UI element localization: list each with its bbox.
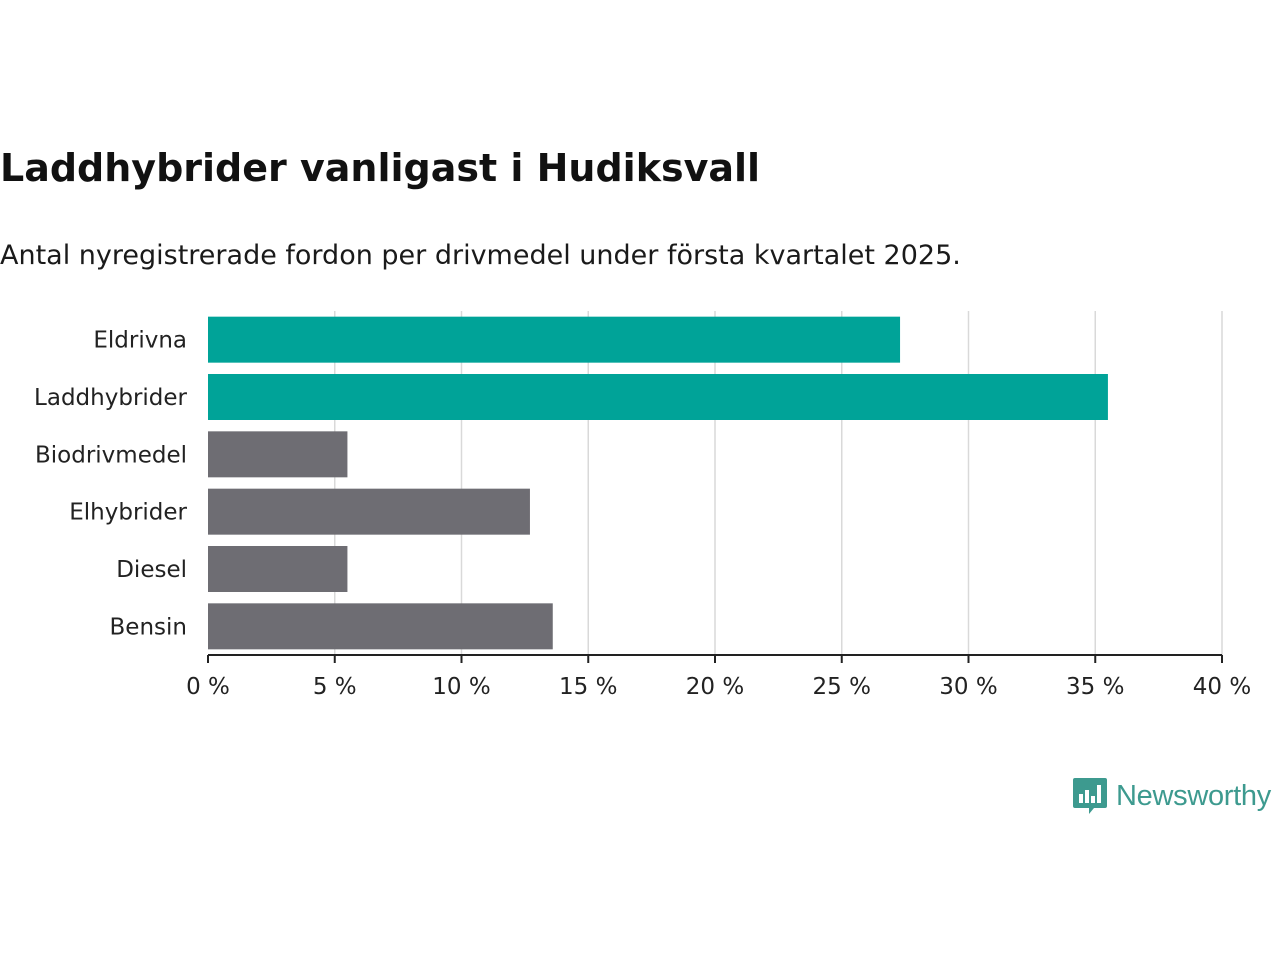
category-label: Elhybrider (69, 500, 187, 526)
newsworthy-logo-icon (1073, 778, 1107, 814)
bar (208, 431, 348, 478)
category-label: Diesel (116, 557, 187, 583)
brand-name: Newsworthy (1116, 779, 1271, 812)
x-tick-label: 10 % (432, 674, 490, 700)
bars (208, 316, 1108, 650)
x-tick-label: 0 % (186, 674, 230, 700)
category-label: Bensin (110, 614, 187, 640)
category-labels: Eldrivna Laddhybrider Biodrivmedel Elhybrid… (34, 328, 187, 641)
bar (208, 374, 1108, 420)
brand-logo: Newsworthy (1072, 776, 1271, 816)
category-label: Biodrivmedel (35, 442, 187, 468)
bar (208, 316, 901, 363)
x-axis: 0 % 5 % 10 % 15 % 20 % 25 % 30 % 35 % 40 % (186, 654, 1251, 700)
chart-subtitle: Antal nyregistrerade fordon per drivmede… (0, 240, 961, 271)
grid-lines (334, 311, 1223, 655)
bar (208, 546, 348, 592)
x-tick-label: 40 % (1193, 674, 1251, 700)
chart-title: Laddhybrider vanligast i Hudiksvall (0, 146, 761, 190)
category-label: Laddhybrider (34, 385, 187, 411)
x-tick-label: 25 % (813, 674, 871, 700)
x-tick-label: 30 % (939, 674, 997, 700)
bar (208, 488, 530, 535)
category-label: Eldrivna (93, 328, 187, 354)
bar-chart: Eldrivna Laddhybrider Biodrivmedel Elhybrid… (34, 311, 1251, 700)
x-tick-label: 5 % (313, 674, 357, 700)
bar (208, 603, 553, 650)
x-tick-label: 15 % (559, 674, 617, 700)
x-tick-label: 20 % (686, 674, 744, 700)
x-tick-label: 35 % (1066, 674, 1124, 700)
